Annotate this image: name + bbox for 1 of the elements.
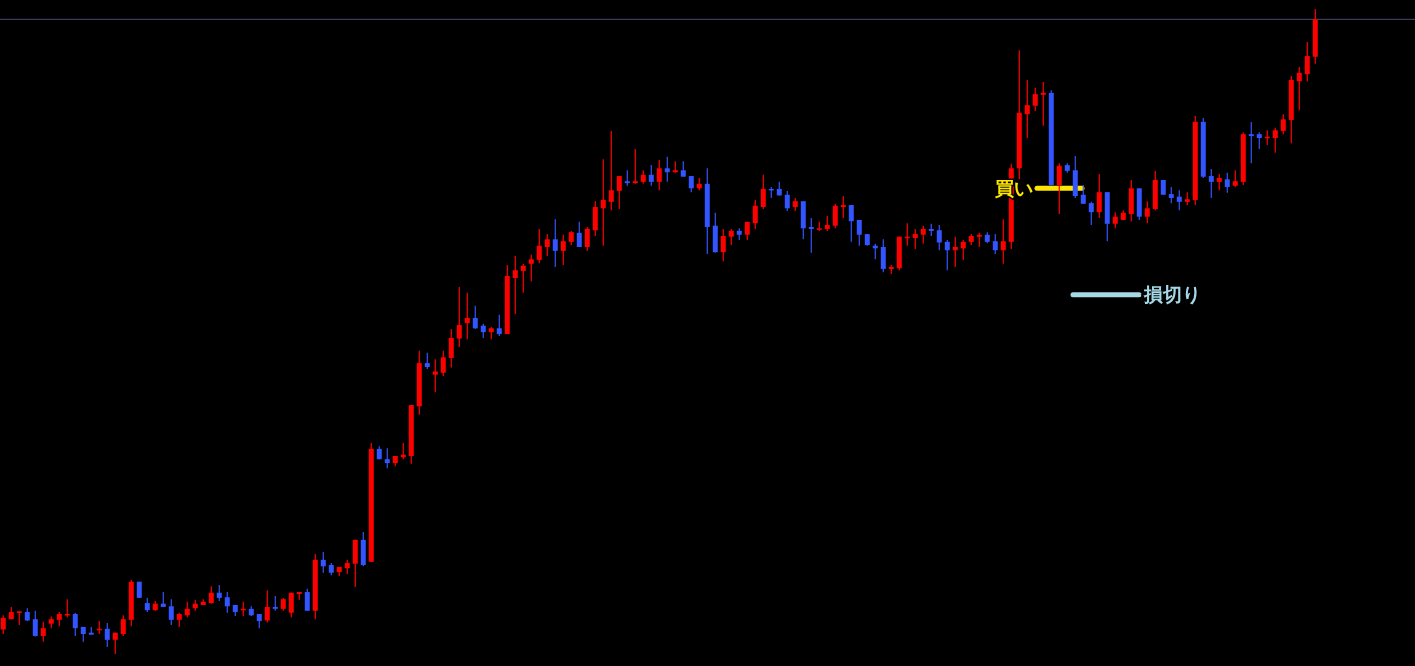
ref-line-label: 損切り (1144, 284, 1201, 306)
